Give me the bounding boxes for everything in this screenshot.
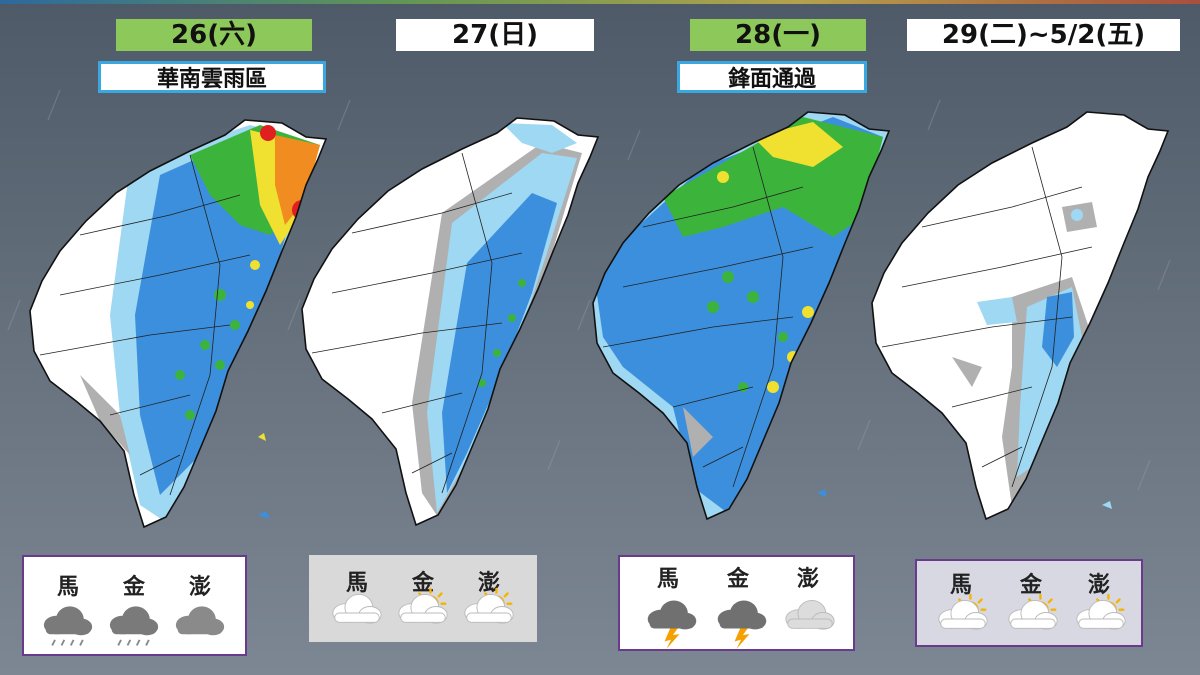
cloud-light-icon [785,599,835,630]
island-label-penghu: 澎 [188,575,211,600]
rain-map-day2 [301,117,599,526]
cloud-rain-icon [109,606,159,646]
sun-cloud-icon [938,593,988,630]
thunder-icon [717,600,767,649]
sun-cloud-icon [464,587,514,624]
date-label-day4: 29(二)~5/2(五) [907,19,1180,51]
island-label-kinmen: 金 [726,567,749,592]
island-label-penghu: 澎 [477,571,500,596]
outlook-box-day3: 馬 金 澎 [618,555,855,651]
weather-note-day1: 華南雲雨區 [98,61,326,93]
date-label-day3: 28(一) [690,19,866,51]
cloud-rain-icon [43,606,93,646]
island-label-matsu: 馬 [56,575,79,600]
outlook-box-day1: 馬 金 澎 [22,555,247,656]
rain-map-day4 [871,111,1169,520]
rain-map-day1 [29,119,327,528]
sun-cloud-icon [1008,593,1058,630]
date-label-day1: 26(六) [116,19,312,51]
island-label-matsu: 馬 [345,571,368,596]
rain-map-day3 [592,111,890,520]
sun-cloud-icon [1076,593,1126,630]
island-label-kinmen: 金 [122,575,145,600]
island-label-matsu: 馬 [949,573,972,598]
outlook-box-day2: 馬 金 澎 [309,555,537,642]
thunder-icon [647,600,697,649]
sun-cloud-icon [398,587,448,624]
outlook-box-day4: 馬 金 澎 [915,559,1143,647]
island-label-penghu: 澎 [1087,573,1110,598]
island-label-matsu: 馬 [656,567,679,592]
cloud-icon [332,593,382,624]
cloud-dark-icon [175,606,225,636]
island-label-kinmen: 金 [1019,573,1042,598]
island-label-kinmen: 金 [411,571,434,596]
weather-note-day3: 鋒面通過 [677,61,867,93]
island-label-penghu: 澎 [796,567,819,592]
top-color-strip [0,0,1200,4]
date-label-day2: 27(日) [396,19,594,51]
